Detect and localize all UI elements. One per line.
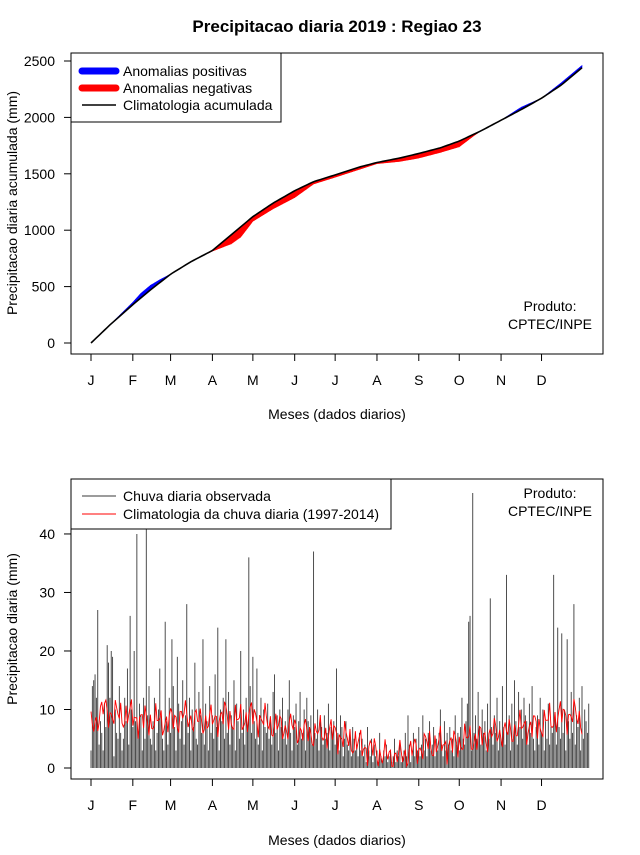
top-x-tick-label: N bbox=[496, 372, 506, 388]
bottom-x-tick-label: F bbox=[129, 797, 138, 813]
legend-label-climatology: Climatologia acumulada bbox=[123, 97, 273, 113]
bottom-x-tick-label: M bbox=[165, 797, 177, 813]
bottom-x-tick-label: N bbox=[496, 797, 506, 813]
bottom-x-tick-label: J bbox=[291, 797, 298, 813]
top-y-axis: 0 500 1000 1500 2000 2500 bbox=[24, 53, 72, 351]
bottom-observed-bars bbox=[90, 493, 590, 768]
top-x-tick-label: M bbox=[247, 372, 259, 388]
bottom-credit-line2: CPTEC/INPE bbox=[508, 503, 592, 519]
bottom-y-tick-label: 20 bbox=[39, 643, 55, 659]
top-y-tick-label: 500 bbox=[32, 279, 56, 295]
bottom-y-tick-label: 0 bbox=[47, 760, 55, 776]
bottom-x-tick-label: J bbox=[88, 797, 95, 813]
top-y-tick-label: 1000 bbox=[24, 222, 55, 238]
top-x-tick-label: M bbox=[165, 372, 177, 388]
top-x-tick-label: A bbox=[208, 372, 218, 388]
bottom-y-tick-label: 10 bbox=[39, 701, 55, 717]
top-x-tick-label: D bbox=[536, 372, 546, 388]
top-x-tick-label: J bbox=[88, 372, 95, 388]
bottom-x-axis-label: Meses (dados diarios) bbox=[268, 832, 406, 848]
top-x-tick-label: O bbox=[454, 372, 465, 388]
bottom-y-axis: 0 10 20 30 40 bbox=[39, 526, 72, 776]
bottom-climatology-line bbox=[90, 698, 583, 768]
bottom-y-tick-label: 40 bbox=[39, 526, 55, 542]
bottom-x-tick-label: A bbox=[208, 797, 218, 813]
bottom-x-tick-label: O bbox=[454, 797, 465, 813]
legend-label-daily-climatology: Climatologia da chuva diaria (1997-2014) bbox=[123, 506, 379, 522]
top-credit-line2: CPTEC/INPE bbox=[508, 316, 592, 332]
top-x-tick-label: F bbox=[129, 372, 138, 388]
bottom-legend: Chuva diaria observada Climatologia da c… bbox=[70, 478, 392, 530]
bottom-x-tick-label: M bbox=[247, 797, 259, 813]
top-climatology-line bbox=[90, 67, 583, 344]
bottom-credit-line1: Produto: bbox=[524, 485, 577, 501]
top-credit-line1: Produto: bbox=[524, 298, 577, 314]
top-x-axis-label: Meses (dados diarios) bbox=[268, 406, 406, 422]
bottom-x-tick-label: S bbox=[414, 797, 423, 813]
bottom-legend-box bbox=[70, 478, 392, 530]
bottom-x-tick-label: D bbox=[536, 797, 546, 813]
legend-label-positive: Anomalias positivas bbox=[123, 63, 247, 79]
bottom-x-tick-label: A bbox=[372, 797, 382, 813]
top-y-tick-label: 2500 bbox=[24, 53, 55, 69]
bottom-y-axis-label: Precipitacao diaria (mm) bbox=[4, 553, 20, 705]
top-x-tick-label: S bbox=[414, 372, 423, 388]
top-y-axis-label: Precipitacao diaria acumulada (mm) bbox=[4, 91, 20, 315]
top-x-tick-label: J bbox=[291, 372, 298, 388]
legend-label-observed: Chuva diaria observada bbox=[123, 488, 271, 504]
top-y-tick-label: 0 bbox=[47, 335, 55, 351]
top-x-tick-label: J bbox=[332, 372, 339, 388]
top-y-tick-label: 2000 bbox=[24, 109, 55, 125]
bottom-x-tick-label: J bbox=[332, 797, 339, 813]
top-y-tick-label: 1500 bbox=[24, 166, 55, 182]
bottom-y-tick-label: 30 bbox=[39, 584, 55, 600]
legend-label-negative: Anomalias negativas bbox=[123, 80, 252, 96]
chart-title: Precipitacao diaria 2019 : Regiao 23 bbox=[192, 17, 481, 36]
top-x-tick-label: A bbox=[372, 372, 382, 388]
top-legend: Anomalias positivas Anomalias negativas … bbox=[70, 52, 282, 123]
